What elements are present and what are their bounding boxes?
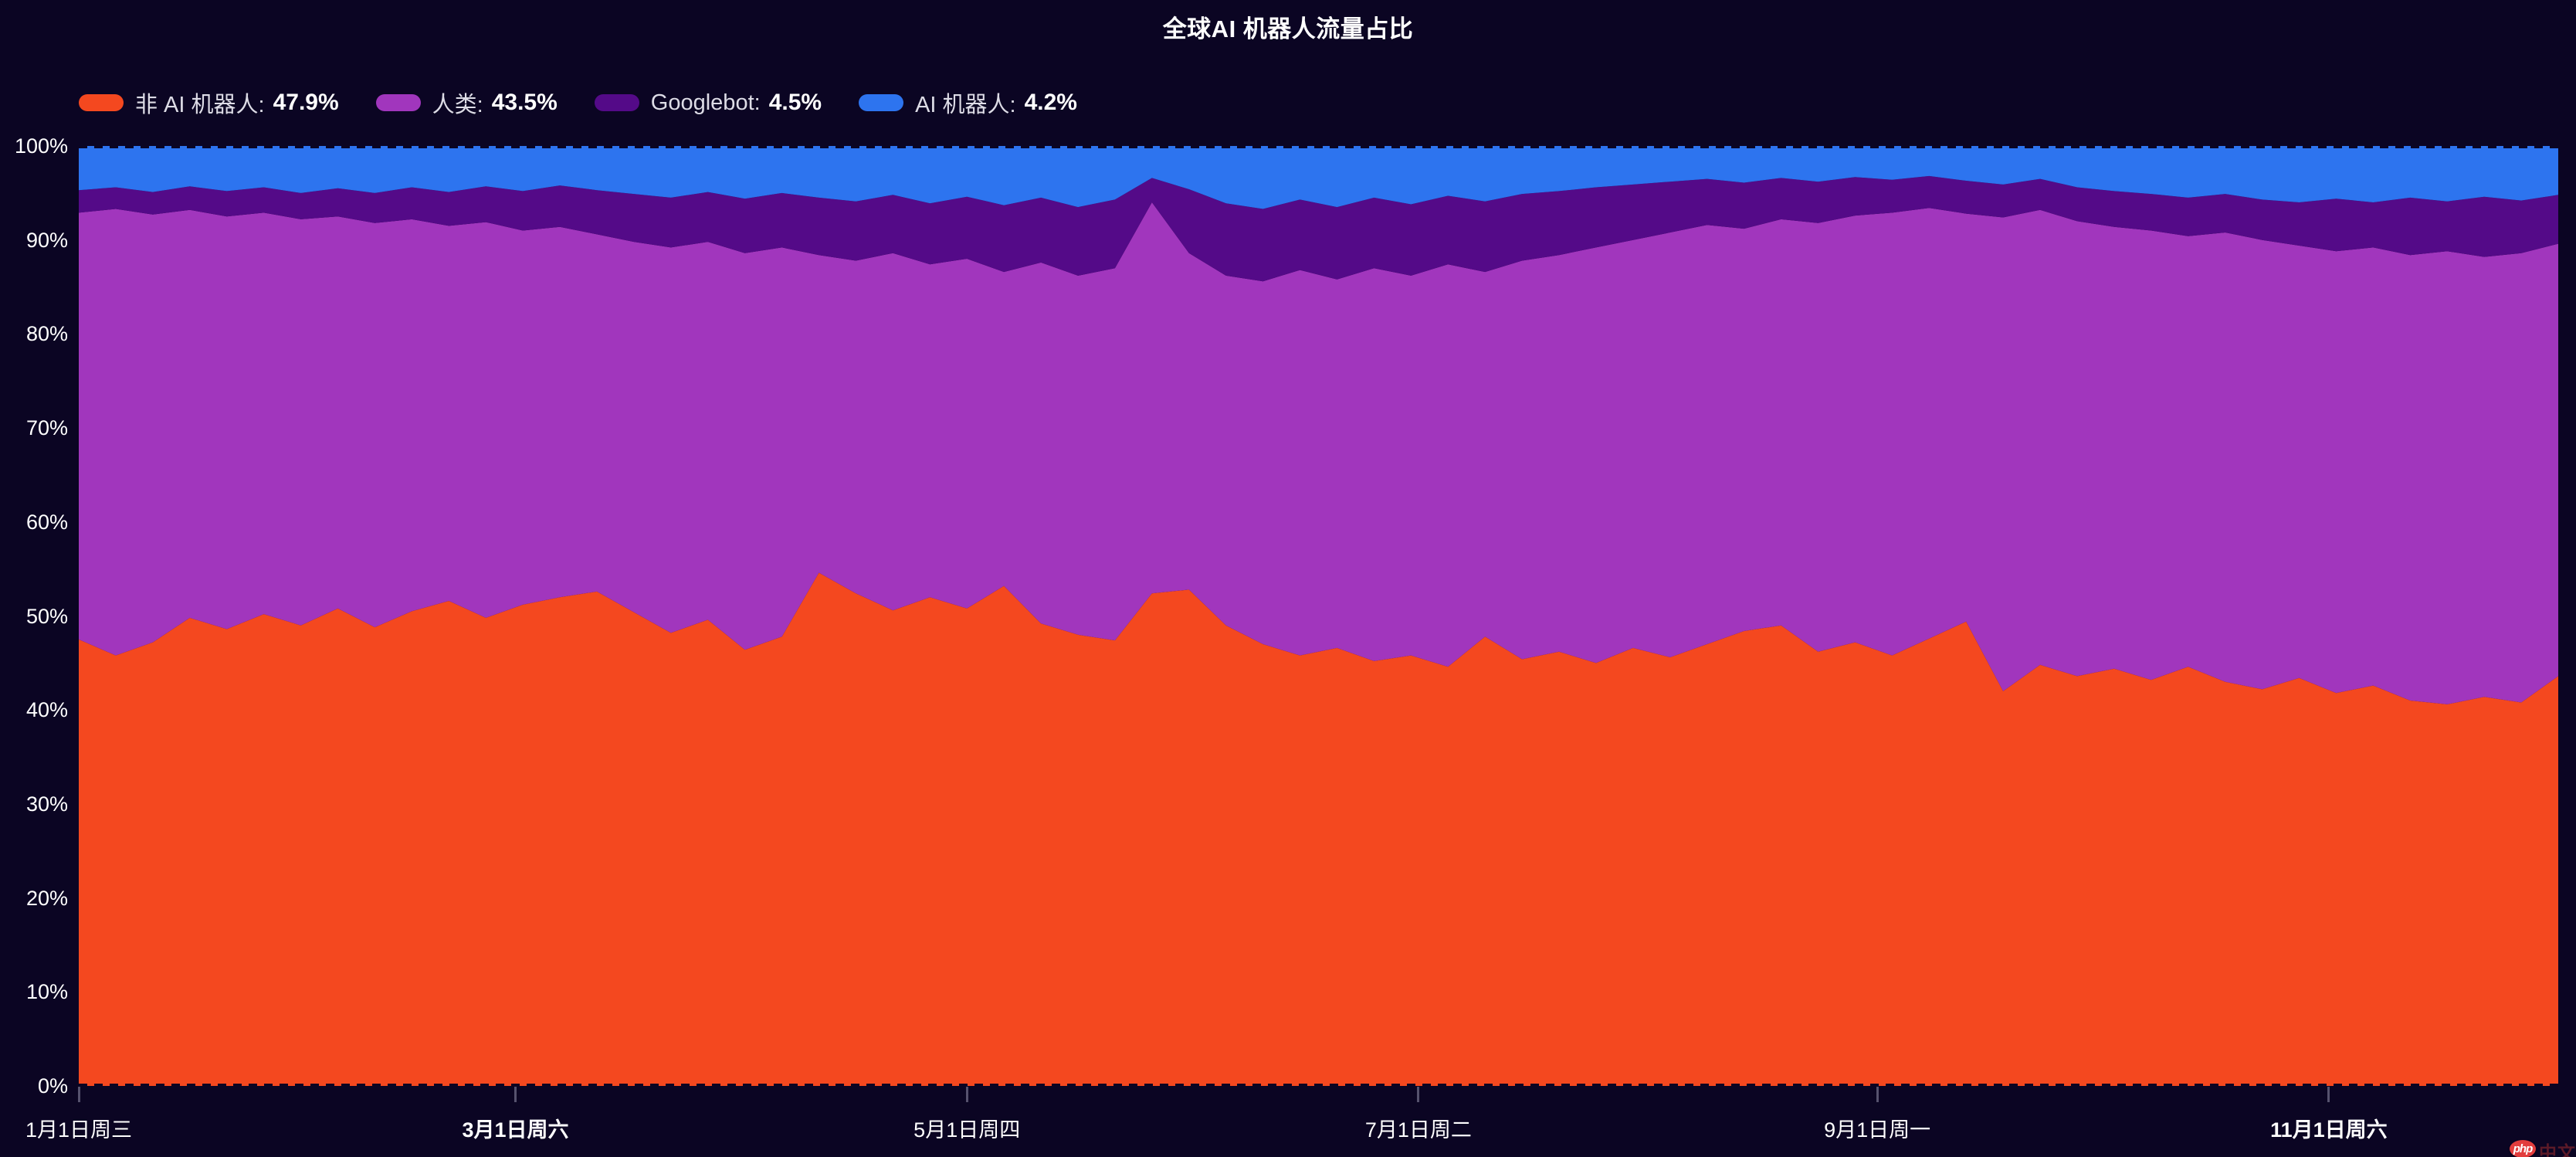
legend-swatch-icon: [79, 94, 124, 111]
legend-label: 非 AI 机器人:: [135, 93, 265, 117]
y-tick-label: 80%: [25, 322, 68, 346]
x-tick-mark: [514, 1087, 517, 1102]
x-tick-label: 9月1日周一: [1824, 1118, 1931, 1142]
x-tick-label: 11月1日周六: [2270, 1118, 2388, 1142]
legend-swatch-icon: [594, 94, 639, 111]
x-tick-mark: [1417, 1087, 1420, 1102]
area-series-2: [79, 175, 2558, 282]
y-tick-label: 100%: [14, 134, 68, 158]
legend-item-3[interactable]: AI 机器人: 4.2%: [859, 87, 1077, 119]
y-tick-label: 0%: [37, 1074, 68, 1098]
php-logo-icon: php: [2510, 1140, 2536, 1157]
x-tick-mark: [2327, 1087, 2330, 1102]
x-tick-label: 5月1日周四: [913, 1118, 1021, 1142]
x-tick-mark: [1876, 1087, 1879, 1102]
legend-value: 4.2%: [1024, 90, 1077, 115]
y-tick-label: 40%: [25, 698, 68, 722]
y-tick-label: 60%: [25, 510, 68, 534]
watermark: php 中文网: [2508, 1137, 2576, 1157]
y-tick-label: 90%: [25, 228, 68, 252]
legend-value: 43.5%: [491, 90, 558, 115]
y-tick-label: 10%: [25, 980, 68, 1004]
php-logo-text: php: [2513, 1142, 2533, 1155]
legend-swatch-icon: [375, 94, 421, 111]
y-tick-label: 20%: [25, 886, 68, 910]
x-tick-label: 7月1日周二: [1364, 1118, 1472, 1142]
legend-label: 人类:: [432, 93, 483, 117]
y-tick-label: 50%: [25, 604, 68, 628]
legend: 非 AI 机器人: 47.9% 人类: 43.5% Googlebot: 4.5% AI 机…: [79, 85, 1077, 120]
legend-value: 47.9%: [273, 90, 339, 115]
area-series-1: [79, 202, 2558, 704]
y-tick-label: 30%: [25, 792, 68, 816]
legend-item-0[interactable]: 非 AI 机器人: 47.9%: [79, 87, 339, 119]
watermark-text: 中文网: [2539, 1142, 2576, 1157]
legend-swatch-icon: [859, 94, 904, 111]
area-series-0: [79, 572, 2558, 1086]
legend-label: Googlebot:: [650, 90, 761, 115]
area-series-3: [79, 146, 2558, 209]
y-tick-label: 70%: [25, 416, 68, 440]
y-axis-labels: 0% 10% 20% 30% 40% 50% 60% 70% 80% 90% 100%: [0, 0, 68, 1157]
legend-item-2[interactable]: Googlebot: 4.5%: [594, 90, 822, 116]
chart-plot-area[interactable]: [79, 146, 2558, 1086]
x-tick-mark: [77, 1087, 80, 1102]
legend-value: 4.5%: [768, 90, 822, 115]
legend-item-1[interactable]: 人类: 43.5%: [375, 87, 558, 119]
x-tick-label: 3月1日周六: [462, 1118, 569, 1142]
legend-label: AI 机器人:: [915, 93, 1016, 117]
chart-title: 全球AI 机器人流量占比: [1162, 15, 1414, 42]
x-tick-mark: [965, 1087, 968, 1102]
